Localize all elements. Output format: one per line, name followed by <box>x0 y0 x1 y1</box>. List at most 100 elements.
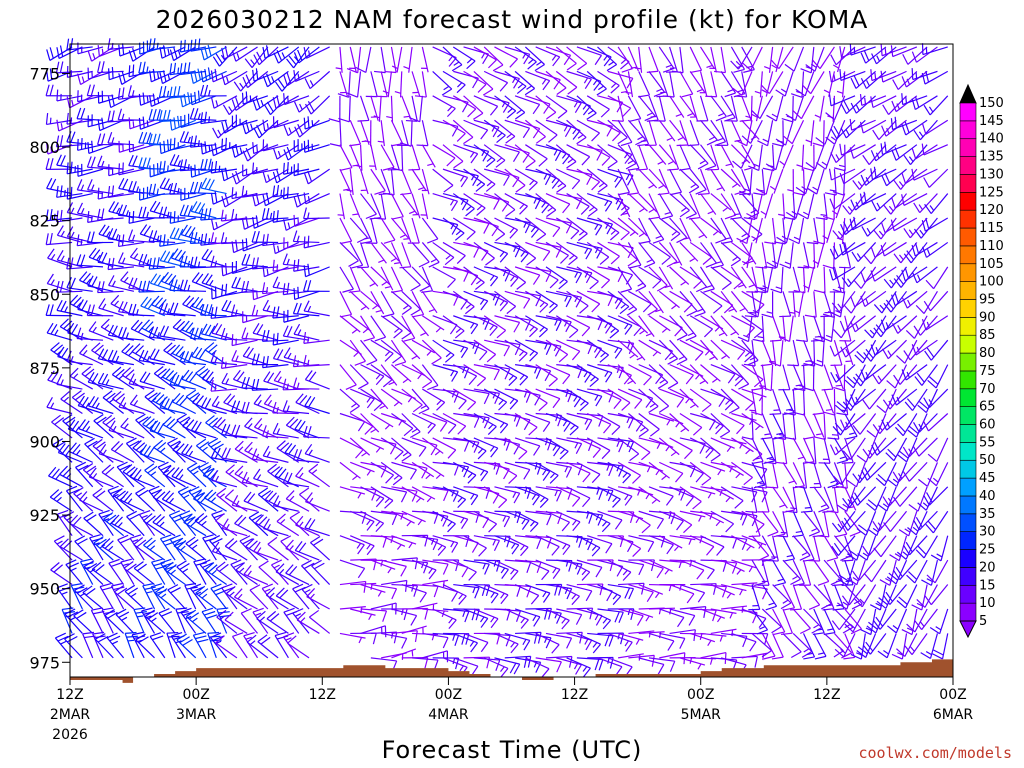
wind-barb <box>699 71 708 97</box>
wind-barb <box>679 71 694 98</box>
wind-barb <box>535 217 561 238</box>
wind-barb <box>141 319 166 341</box>
wind-barb <box>911 266 938 284</box>
wind-barb <box>360 461 387 478</box>
wind-barb <box>283 347 310 366</box>
wind-barb <box>751 559 766 587</box>
wind-barb <box>339 364 357 390</box>
wind-barb <box>669 95 685 118</box>
wind-barb <box>200 84 227 97</box>
wind-barb <box>350 510 375 531</box>
wind-barb <box>882 95 907 116</box>
wind-barb <box>452 559 477 581</box>
credit-link[interactable]: coolwx.com/models <box>858 744 1012 762</box>
wind-barb <box>687 120 700 147</box>
wind-barb <box>283 93 310 106</box>
wind-barb <box>545 266 568 290</box>
wind-barb <box>382 71 393 98</box>
wind-barb <box>338 95 351 123</box>
wind-barb <box>896 633 918 657</box>
wind-barb <box>118 177 145 195</box>
wind-barb <box>904 633 928 656</box>
wind-barb <box>261 207 289 221</box>
wind-barb <box>812 120 825 147</box>
wind-barb <box>830 144 856 163</box>
wind-barb <box>876 584 897 609</box>
wind-barb <box>181 369 207 390</box>
wind-barb <box>833 462 856 485</box>
wind-barb <box>913 193 938 214</box>
wind-barb <box>200 303 227 317</box>
wind-barb <box>421 144 436 168</box>
wind-barb <box>292 302 320 317</box>
colorbar-cell <box>959 209 977 229</box>
wind-barb <box>401 290 421 316</box>
wind-barb <box>211 541 238 561</box>
wind-barb <box>515 535 542 550</box>
wind-barb <box>231 187 258 200</box>
wind-barb <box>669 510 693 534</box>
wind-barb <box>380 461 403 486</box>
wind-barb <box>463 95 484 120</box>
wind-barb <box>494 217 519 239</box>
wind-barb <box>859 119 887 134</box>
wind-barb <box>776 511 789 538</box>
wind-barb <box>764 242 777 269</box>
wind-barb <box>463 315 490 330</box>
wind-barb <box>390 339 407 367</box>
wind-barb <box>411 559 437 580</box>
wind-barb <box>401 266 421 292</box>
wind-barb <box>617 290 638 316</box>
wind-barb <box>169 182 196 195</box>
wind-barb <box>828 168 856 181</box>
wind-barb <box>879 559 897 586</box>
wind-barb <box>903 242 928 264</box>
wind-barb <box>193 490 217 512</box>
wind-barb <box>125 437 145 463</box>
wind-barb <box>149 200 176 219</box>
wind-barb <box>266 610 289 634</box>
wind-barb <box>390 266 404 293</box>
wind-barb <box>658 144 677 165</box>
wind-barb <box>71 390 94 414</box>
wind-barb <box>391 364 412 384</box>
wind-barb <box>833 144 846 172</box>
wind-barb <box>826 486 839 514</box>
wind-barb <box>862 388 887 410</box>
wind-barb <box>898 511 918 537</box>
wind-barb <box>863 559 887 583</box>
wind-barb <box>422 486 449 502</box>
wind-barb <box>887 462 908 487</box>
wind-barb <box>473 583 499 604</box>
wind-barb <box>750 389 763 416</box>
wind-barb <box>813 633 827 660</box>
wind-barb <box>679 412 703 436</box>
wind-barb <box>731 461 753 486</box>
colorbar-tick-label: 90 <box>979 310 996 325</box>
x-tick-label: 6MAR <box>933 707 974 723</box>
wind-barb <box>400 120 413 147</box>
wind-barb <box>504 559 532 573</box>
wind-barb <box>778 193 786 220</box>
wind-barb <box>202 369 227 390</box>
wind-barb <box>400 168 413 196</box>
wind-barb <box>812 242 825 268</box>
wind-barb <box>210 68 238 83</box>
wind-barb <box>535 70 561 90</box>
wind-barb <box>442 168 469 188</box>
wind-barb <box>128 277 155 292</box>
wind-barb <box>158 206 186 219</box>
wind-barb <box>648 657 676 672</box>
wind-barb <box>55 280 83 293</box>
wind-barb <box>849 216 876 231</box>
wind-barb <box>911 339 938 356</box>
wind-barb <box>303 168 330 185</box>
wind-barb <box>731 339 754 363</box>
wind-barb <box>303 235 330 249</box>
wind-barb <box>525 510 552 526</box>
wind-barb <box>241 185 268 198</box>
wind-barb <box>859 93 887 106</box>
wind-barb <box>802 71 825 95</box>
wind-barb <box>556 266 583 284</box>
wind-barb <box>850 315 877 333</box>
